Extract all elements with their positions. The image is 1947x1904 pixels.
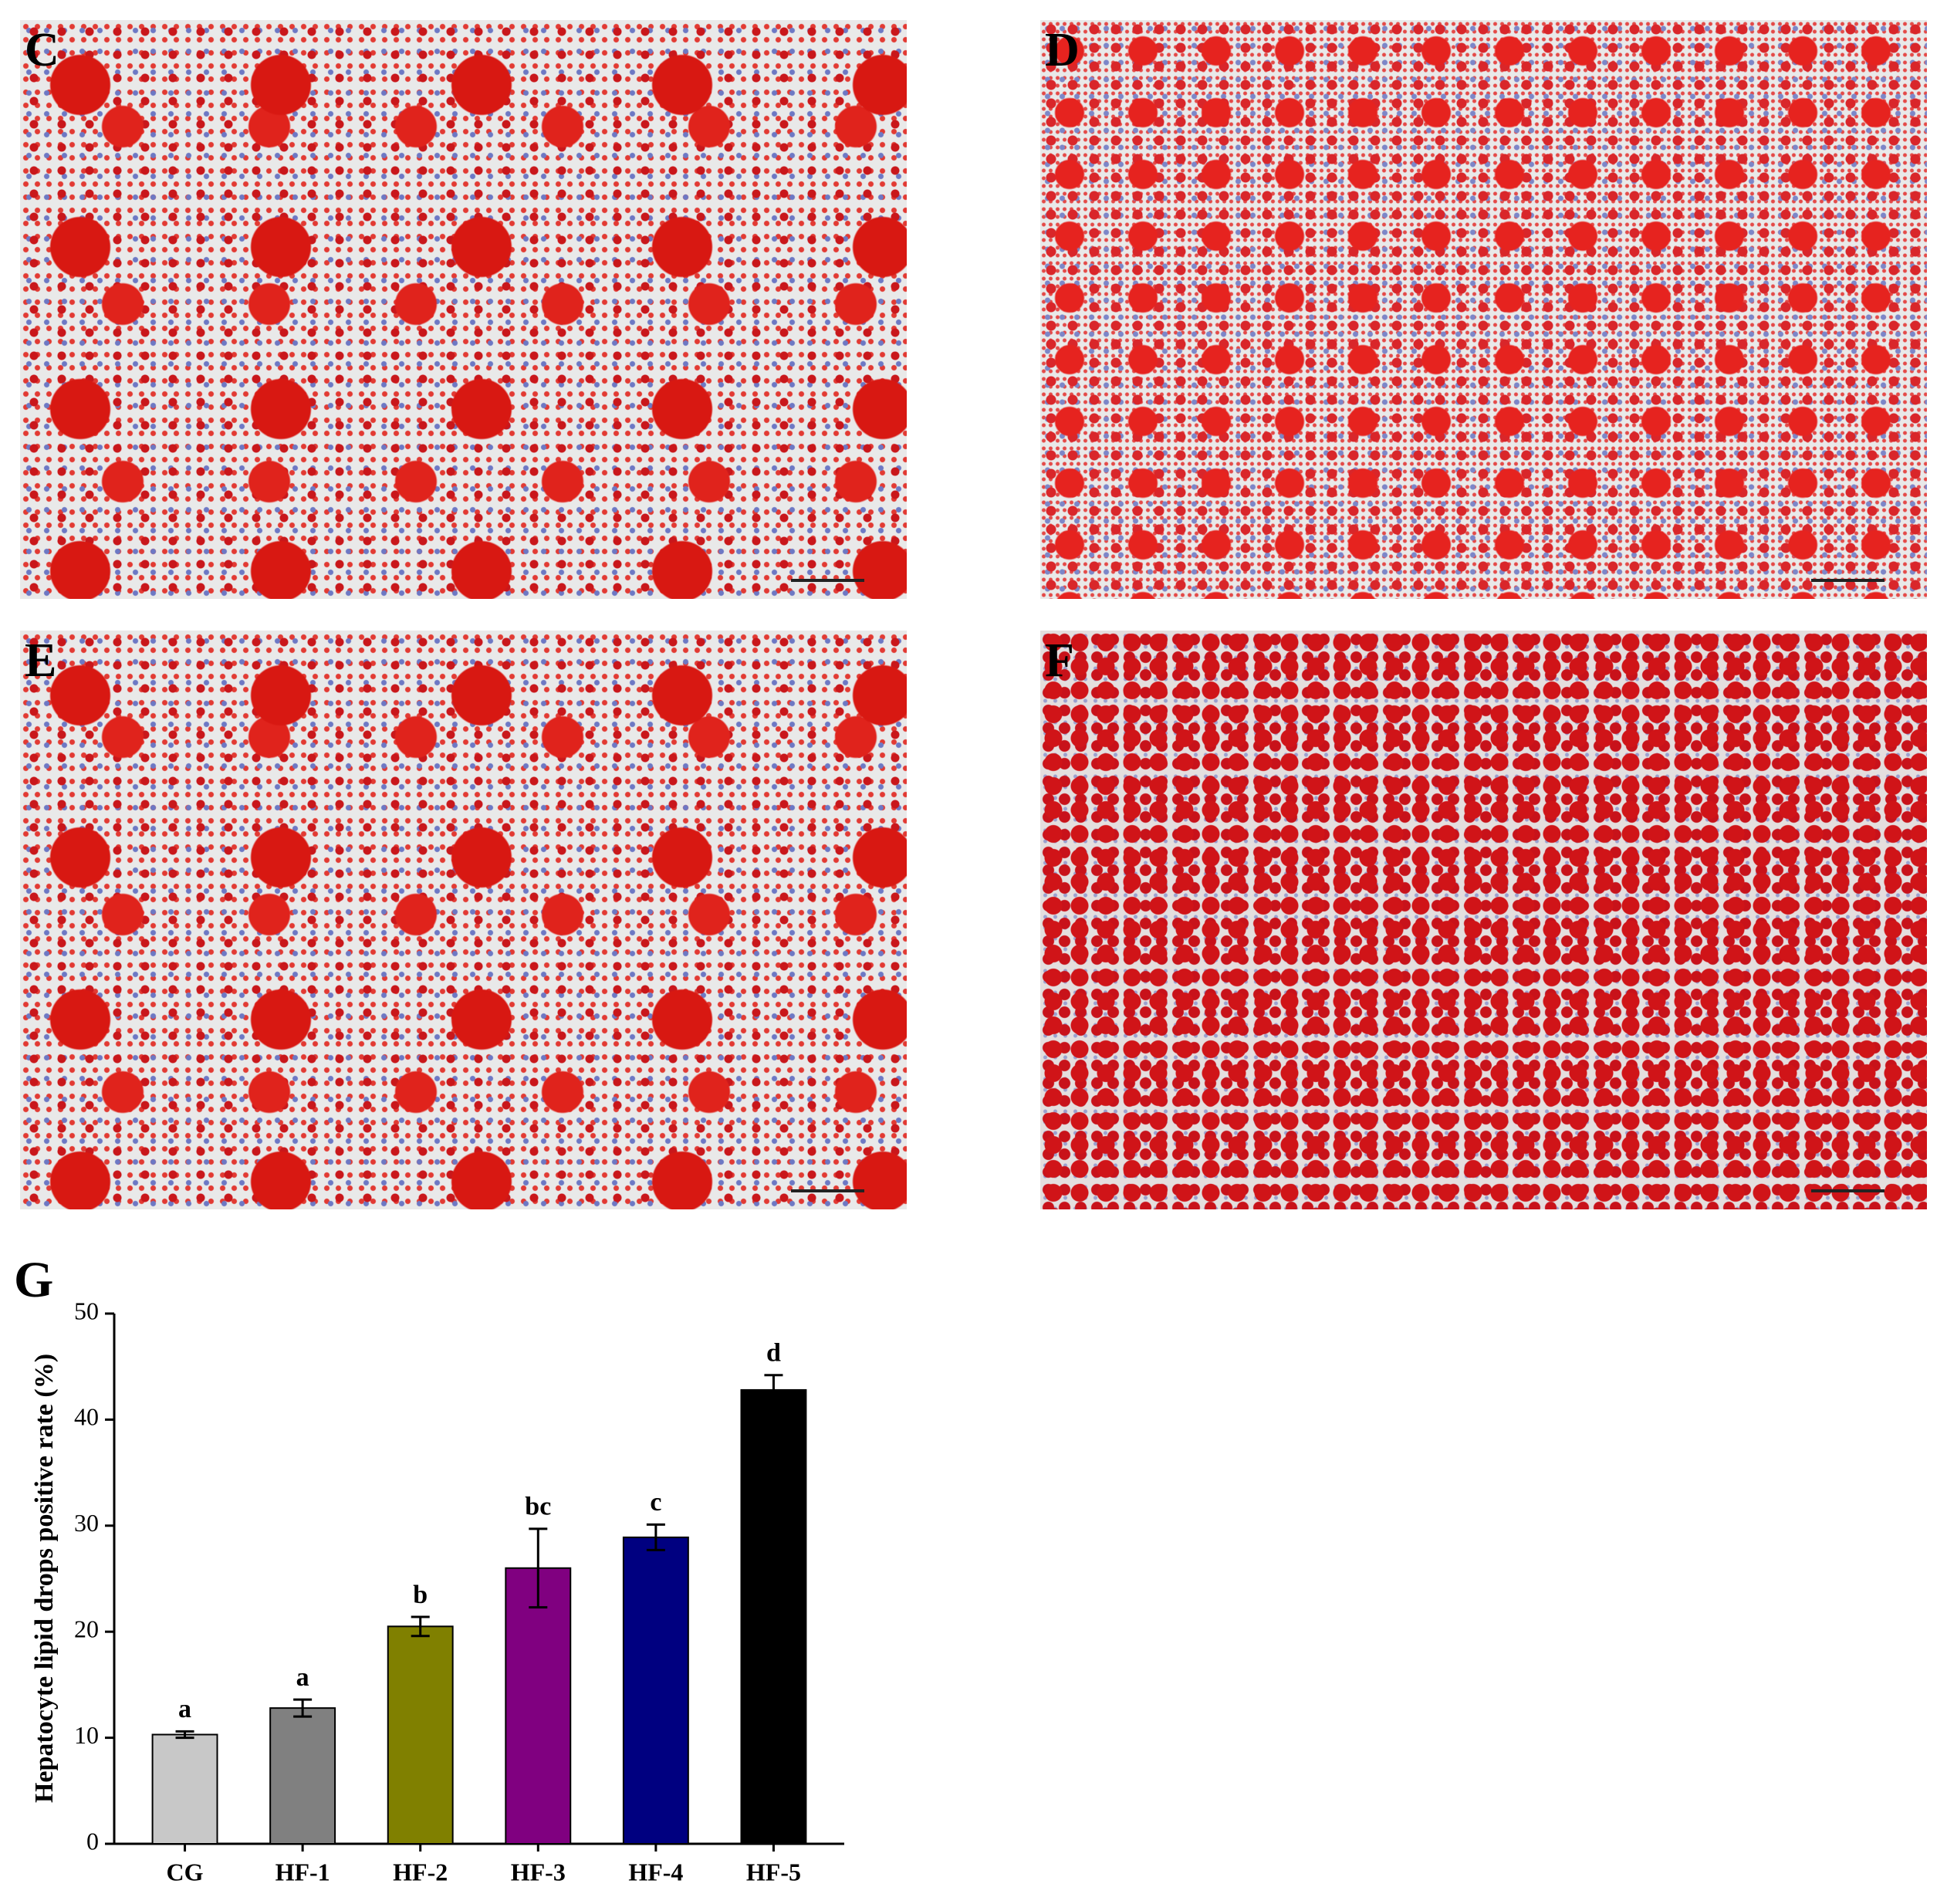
y-tick-label: 50	[74, 1297, 99, 1324]
scale-bar	[791, 1189, 864, 1192]
micrograph: D	[1040, 20, 1927, 599]
panel-label: G	[14, 1252, 53, 1308]
significance-letter: bc	[525, 1493, 551, 1521]
x-tick-label: HF-1	[275, 1858, 330, 1885]
significance-letter: a	[296, 1663, 309, 1692]
bar	[622, 1536, 689, 1845]
y-tick-label: 0	[86, 1827, 99, 1855]
x-tick-label: HF-5	[746, 1858, 801, 1885]
micrograph: F	[1040, 631, 1927, 1209]
x-tick-label: HF-4	[628, 1858, 683, 1885]
bar	[151, 1733, 218, 1845]
significance-letter: a	[178, 1695, 191, 1723]
y-tick-label: 10	[74, 1721, 99, 1749]
bar	[505, 1567, 572, 1845]
x-tick-label: HF-2	[393, 1858, 448, 1885]
scale-bar	[791, 579, 864, 582]
significance-letter: c	[650, 1488, 661, 1517]
panel-label: E	[25, 634, 57, 687]
panel-label: F	[1045, 634, 1074, 687]
panel-label: C	[25, 24, 59, 76]
y-tick-label: 30	[74, 1509, 99, 1537]
y-tick-label: 20	[74, 1615, 99, 1643]
y-axis-label: Hepatocyte lipid drops positive rate (%)	[30, 1354, 59, 1803]
scale-bar	[1811, 1189, 1884, 1192]
micrograph: E	[20, 631, 907, 1209]
x-tick-label: HF-3	[511, 1858, 566, 1885]
scale-bar	[1811, 579, 1884, 582]
panel-label: D	[1045, 24, 1080, 76]
bar	[269, 1707, 336, 1845]
bar	[387, 1625, 454, 1845]
significance-letter: b	[413, 1581, 428, 1609]
micrograph: C	[20, 20, 907, 599]
x-tick-label: CG	[167, 1858, 204, 1885]
chart: G Hepatocyte lipid drops positive rate (…	[14, 1252, 844, 1885]
bar	[740, 1388, 807, 1845]
y-tick-label: 40	[74, 1403, 99, 1431]
significance-letter: d	[766, 1338, 781, 1367]
